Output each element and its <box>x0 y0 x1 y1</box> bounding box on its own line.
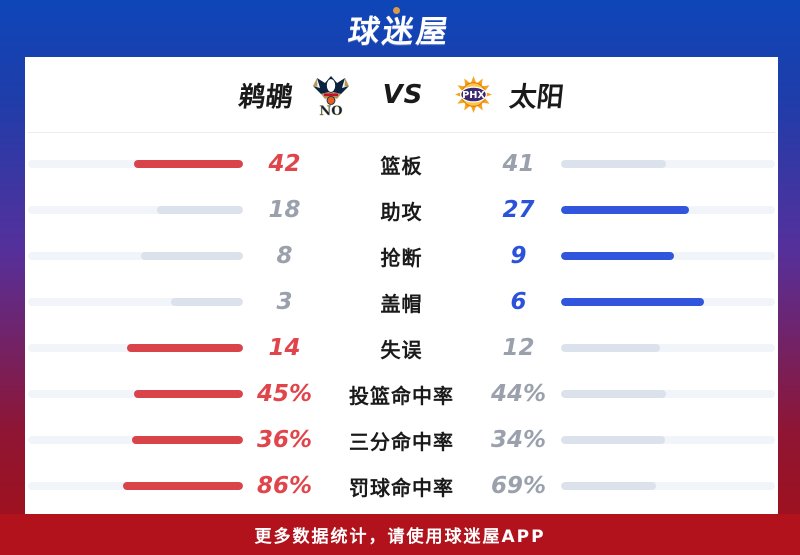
left-bar-fill <box>127 344 243 352</box>
right-bar-track <box>560 436 775 444</box>
right-bar-fill <box>560 344 660 352</box>
right-bar-track <box>560 482 775 490</box>
left-bar-track <box>28 206 243 214</box>
stat-row: 18 助攻 27 <box>28 187 775 233</box>
stat-row: 14 失误 12 <box>28 325 775 371</box>
left-value: 42 <box>268 151 301 177</box>
suns-logo-icon: PHX <box>455 76 493 113</box>
stat-row: 3 盖帽 6 <box>28 279 775 325</box>
app-logo-text: 球迷屋 <box>345 14 454 50</box>
left-bar-track <box>28 344 243 352</box>
right-bar-fill <box>560 252 674 260</box>
left-value: 14 <box>268 335 301 361</box>
app-logo: 球迷屋 <box>345 6 454 51</box>
stat-label: 盖帽 <box>380 291 423 316</box>
right-bar-fill <box>560 160 667 168</box>
right-value: 27 <box>502 197 535 223</box>
stat-label: 三分命中率 <box>349 429 454 454</box>
right-bar-fill <box>560 436 665 444</box>
left-bar-fill <box>133 160 243 168</box>
left-bar-fill <box>133 390 243 398</box>
stat-label: 篮板 <box>380 153 423 178</box>
pelicans-logo-icon: NO <box>311 73 351 117</box>
right-bar-track <box>560 298 775 306</box>
right-value: 69% <box>490 473 547 499</box>
right-bar-track <box>560 206 775 214</box>
left-bar-fill <box>132 436 243 444</box>
left-value: 86% <box>256 473 313 499</box>
right-bar-track <box>560 252 775 260</box>
stat-row: 86% 罚球命中率 69% <box>28 463 775 509</box>
right-bar-fill <box>560 390 667 398</box>
right-bar-track <box>560 390 775 398</box>
stat-label: 助攻 <box>380 199 423 224</box>
team-left-name: 鹈鹕 <box>236 82 294 113</box>
stat-label: 抢断 <box>380 245 423 270</box>
team-right-name: 太阳 <box>508 82 566 113</box>
match-header: 鹈鹕 NO VS PHX <box>28 57 775 133</box>
stat-label: 失误 <box>380 337 423 362</box>
left-bar-fill <box>156 206 243 214</box>
left-bar-fill <box>171 298 243 306</box>
stat-label: 罚球命中率 <box>349 475 454 500</box>
right-bar-fill <box>560 298 704 306</box>
footer-text: 更多数据统计，请使用球迷屋APP <box>254 527 546 547</box>
left-value: 18 <box>268 197 301 223</box>
left-bar-track <box>28 482 243 490</box>
left-value: 3 <box>276 289 293 315</box>
left-value: 8 <box>276 243 293 269</box>
left-bar-track <box>28 390 243 398</box>
app-footer: 更多数据统计，请使用球迷屋APP <box>0 514 800 555</box>
right-value: 44% <box>490 381 547 407</box>
logo-dot-icon <box>393 7 400 14</box>
left-bar-track <box>28 252 243 260</box>
right-value: 6 <box>510 289 527 315</box>
left-bar-track <box>28 160 243 168</box>
left-bar-fill <box>123 482 243 490</box>
left-value: 45% <box>256 381 313 407</box>
right-bar-fill <box>560 206 690 214</box>
right-value: 41 <box>502 151 535 177</box>
vs-label: VS <box>382 79 424 110</box>
stat-row: 45% 投篮命中率 44% <box>28 371 775 417</box>
right-bar-fill <box>560 482 656 490</box>
stat-row: 8 抢断 9 <box>28 233 775 279</box>
right-value: 34% <box>490 427 547 453</box>
stat-row: 36% 三分命中率 34% <box>28 417 775 463</box>
svg-text:NO: NO <box>319 104 342 117</box>
stats-rows: 42 篮板 41 18 助攻 27 8 抢断 9 3 盖帽 6 <box>25 133 778 509</box>
left-bar-track <box>28 436 243 444</box>
svg-text:PHX: PHX <box>463 90 486 101</box>
stats-card: 鹈鹕 NO VS PHX <box>25 57 778 514</box>
left-value: 36% <box>256 427 313 453</box>
right-value: 12 <box>502 335 535 361</box>
app-header: 球迷屋 <box>0 0 800 57</box>
right-bar-track <box>560 160 775 168</box>
right-value: 9 <box>510 243 527 269</box>
right-bar-track <box>560 344 775 352</box>
left-bar-fill <box>141 252 243 260</box>
stat-label: 投篮命中率 <box>349 383 454 408</box>
stat-row: 42 篮板 41 <box>28 141 775 187</box>
left-bar-track <box>28 298 243 306</box>
